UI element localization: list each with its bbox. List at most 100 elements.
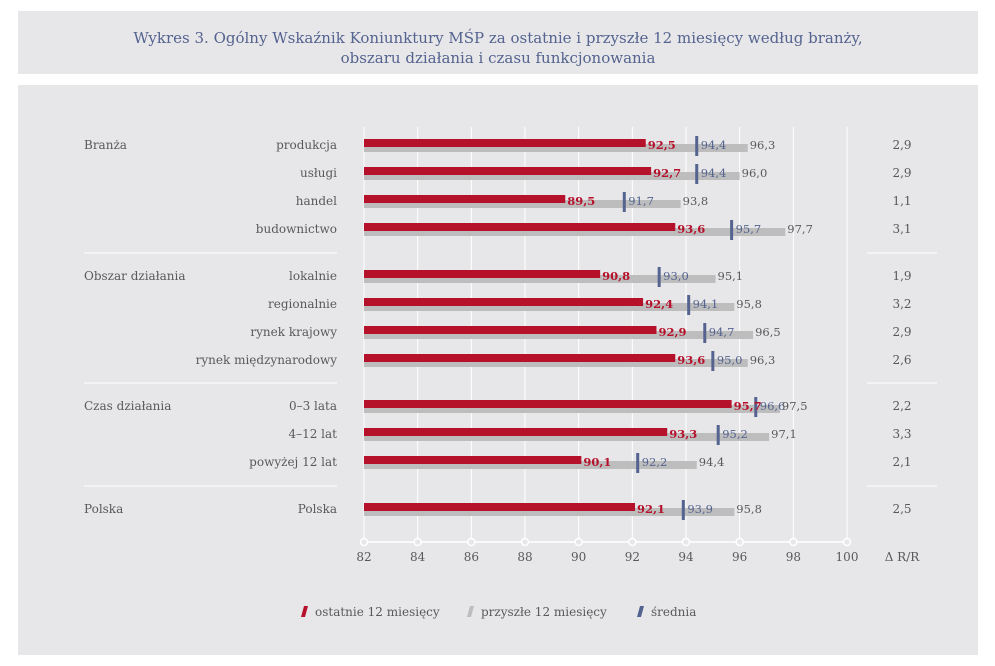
average-marker [703, 323, 707, 343]
row-label: rynek krajowy [250, 325, 337, 339]
x-axis-tick-marker [413, 537, 422, 547]
delta-value: 3,3 [892, 427, 911, 441]
value-label-next: 95,8 [736, 502, 762, 516]
legend-label-avg: średnia [651, 605, 696, 619]
value-label-last: 92,7 [653, 166, 681, 180]
value-label-next: 94,4 [699, 455, 725, 469]
delta-value: 2,9 [892, 325, 911, 339]
x-axis-tick-label: 92 [625, 550, 640, 564]
delta-value: 2,9 [892, 166, 911, 180]
legend-label-next: przyszłe 12 miesięcy [481, 605, 607, 619]
value-label-average: 94,4 [701, 138, 727, 152]
bar-next-12-months [364, 144, 748, 152]
chart-title-box: Wykres 3. Ogólny Wskaźnik Koniunktury MŚ… [18, 11, 978, 74]
value-label-last: 90,1 [583, 455, 611, 469]
x-axis-tick-label: 88 [517, 550, 532, 564]
chart-panel: 82 84 86 88 90 92 94 96 98 100 Δ R/R Branża produkcj… [18, 85, 978, 655]
delta-value: 2,6 [892, 353, 911, 367]
value-label-average: 94,4 [701, 166, 727, 180]
bar-last-12-months [364, 139, 646, 147]
row-label: 4–12 lat [288, 427, 337, 441]
bar-chart: 82 84 86 88 90 92 94 96 98 100 Δ R/R Branża produkcj… [84, 127, 937, 619]
value-label-last: 90,8 [602, 269, 630, 283]
group-label: Czas działania [84, 399, 171, 413]
average-marker [730, 220, 734, 240]
x-axis-tick-label: 90 [571, 550, 586, 564]
value-label-average: 95,0 [717, 353, 743, 367]
value-label-last: 92,5 [648, 138, 676, 152]
delta-value: 3,1 [892, 222, 911, 236]
bar-last-12-months [364, 456, 582, 464]
group-label: Branża [84, 138, 127, 152]
bar-last-12-months [364, 354, 676, 362]
x-axis-tick-marker [520, 537, 530, 547]
group-label: Obszar działania [84, 269, 185, 283]
row-label: handel [296, 194, 337, 208]
bar-last-12-months [364, 270, 601, 278]
bar-last-12-months [364, 503, 636, 511]
x-axis-tick-label: 86 [464, 550, 479, 564]
bar-next-12-months [364, 405, 780, 413]
value-label-average: 94,1 [693, 297, 719, 311]
x-axis-tick-label: 82 [356, 550, 371, 564]
x-axis-tick-marker [467, 537, 476, 547]
bar-next-12-months [364, 172, 740, 180]
x-axis-tick-label: 98 [786, 550, 801, 564]
value-label-next: 95,8 [736, 297, 762, 311]
bar-last-12-months [364, 195, 566, 203]
row-label: produkcja [276, 138, 337, 152]
chart-title-line-1: Wykres 3. Ogólny Wskaźnik Koniunktury MŚ… [133, 29, 863, 47]
value-label-next: 95,1 [718, 269, 744, 283]
average-marker [622, 192, 626, 212]
value-label-next: 93,8 [683, 194, 709, 208]
value-label-last: 93,6 [677, 353, 705, 367]
legend-marker-next [467, 606, 474, 617]
row-label: budownictwo [256, 222, 337, 236]
delta-value: 1,1 [892, 194, 911, 208]
average-marker [657, 267, 661, 287]
x-axis-tick-marker [359, 537, 369, 547]
row-label: 0–3 lata [289, 399, 337, 413]
row-label: Polska [298, 502, 337, 516]
value-label-next: 96,3 [750, 138, 776, 152]
average-marker [695, 164, 699, 184]
row-label: regionalnie [268, 297, 337, 311]
bar-next-12-months [364, 200, 681, 208]
value-label-next: 96,3 [750, 353, 776, 367]
row-label: lokalnie [289, 269, 337, 283]
delta-value: 2,9 [892, 138, 911, 152]
value-label-next: 96,5 [755, 325, 781, 339]
bar-last-12-months [364, 326, 657, 334]
delta-value: 2,1 [892, 455, 911, 469]
x-axis-tick-marker [842, 537, 852, 547]
x-axis-tick-label: 96 [732, 550, 747, 564]
value-label-last: 89,5 [567, 194, 595, 208]
x-axis-tick-marker [735, 537, 744, 547]
average-marker [687, 295, 691, 315]
bar-next-12-months [364, 275, 716, 283]
bar-next-12-months [364, 461, 697, 469]
delta-header: Δ R/R [885, 550, 921, 564]
row-label: rynek międzynarodowy [196, 353, 338, 367]
bar-last-12-months [364, 298, 644, 306]
x-axis-tick-label: 94 [678, 550, 694, 564]
x-axis-tick-label: 100 [836, 550, 859, 564]
value-label-last: 92,4 [645, 297, 673, 311]
group-label: Polska [84, 502, 123, 516]
bar-next-12-months [364, 303, 735, 311]
bar-last-12-months [364, 167, 652, 175]
value-label-last: 95,7 [734, 399, 762, 413]
delta-value: 2,2 [892, 399, 911, 413]
bar-last-12-months [364, 428, 668, 436]
bar-next-12-months [364, 228, 786, 236]
x-axis-tick-marker [681, 537, 691, 547]
bar-next-12-months [364, 359, 748, 367]
average-marker [681, 500, 685, 520]
average-marker [636, 453, 640, 473]
value-label-last: 92,1 [637, 502, 665, 516]
delta-value: 1,9 [892, 269, 911, 283]
delta-value: 3,2 [892, 297, 911, 311]
bar-last-12-months [364, 400, 732, 408]
legend-marker-avg [637, 606, 644, 617]
average-marker [754, 397, 758, 417]
